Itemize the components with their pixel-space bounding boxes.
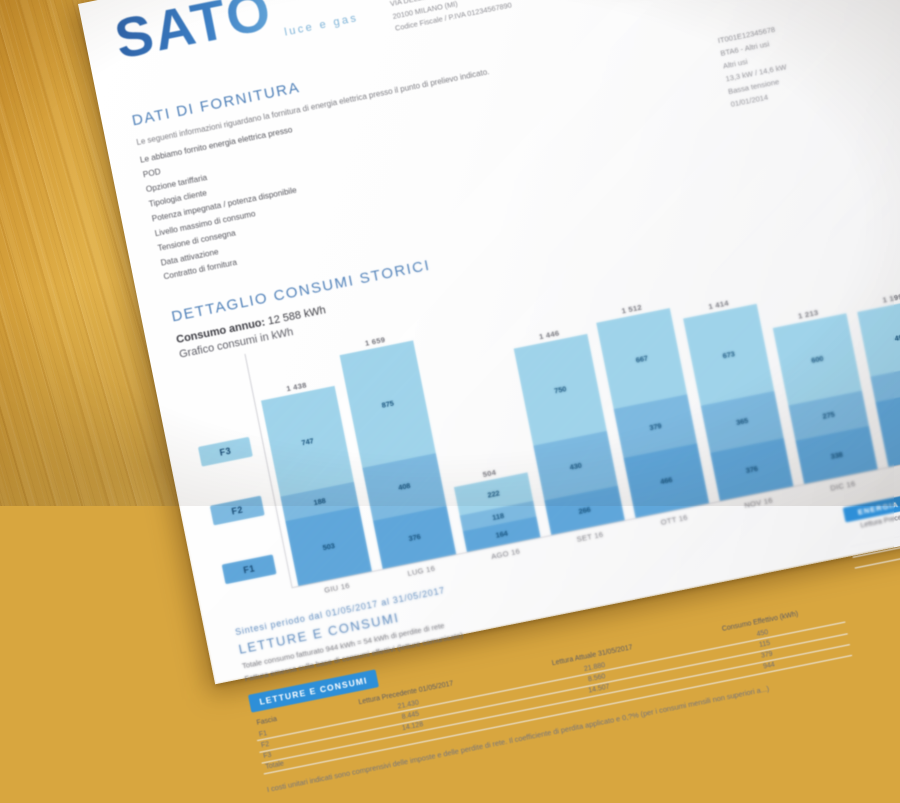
- bar-total-label: 504: [481, 467, 497, 480]
- bar-segment-f3: 673: [683, 303, 775, 406]
- bar-segment-f3: 875: [339, 340, 436, 469]
- legend-item-f3: F3: [198, 437, 253, 468]
- legend-item-f1: F1: [221, 554, 277, 585]
- brand-logo: SATO luce e gas: [110, 0, 368, 72]
- supply-values-column: IT001E12345678 BTA6 - Altri usi Altri us…: [714, 9, 805, 169]
- bar-segment-f3: 750: [513, 333, 607, 446]
- energy-bill-document: SATO luce e gas Spett.le IMPRESA ESEMPIO…: [78, 0, 900, 794]
- logo-text: SATO: [110, 0, 367, 71]
- bar-segment-f3: 600: [772, 312, 862, 406]
- bar-total-label: 1 199: [881, 292, 900, 306]
- bar-segment-f3: 747: [260, 385, 354, 498]
- bar-segment-f3: 667: [596, 308, 688, 410]
- legend-item-f2: F2: [209, 495, 265, 526]
- bar-segment-f3: 498: [857, 297, 900, 377]
